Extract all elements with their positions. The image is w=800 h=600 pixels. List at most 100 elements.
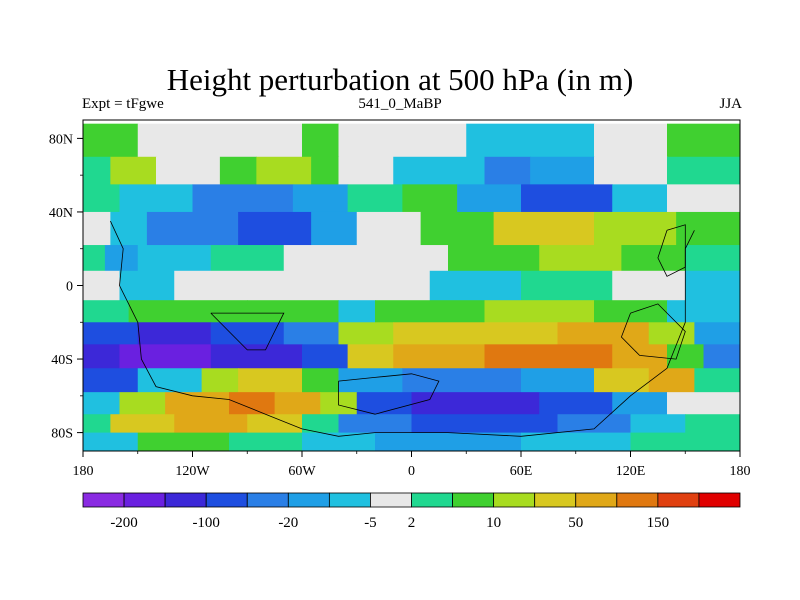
heatmap-cell [676, 211, 740, 246]
colorbar-swatch [328, 492, 371, 508]
x-tick-label: 60E [510, 464, 533, 479]
heatmap-cell [457, 184, 522, 213]
colorbar-label: 50 [568, 515, 583, 531]
heatmap-cell [685, 414, 740, 434]
heatmap-cell [83, 211, 111, 246]
coastlines [110, 220, 695, 437]
heatmap-cell [83, 368, 139, 393]
heatmap-cell [292, 184, 349, 213]
heatmap-cell [137, 432, 230, 451]
heatmap-cell [411, 414, 559, 434]
colorbar: -200 -100 -20 -5 2 10 50 150 [82, 492, 741, 531]
y-tick-label: 80S [51, 427, 73, 442]
heatmap-cell [375, 300, 486, 323]
heatmap-cell [83, 123, 139, 158]
heatmap-cell [402, 368, 522, 393]
heatmap-cell [521, 270, 613, 301]
heatmap-cell [201, 368, 239, 393]
heatmap-cell [539, 245, 622, 272]
heatmap-cell [83, 392, 121, 415]
heatmap-cell [685, 245, 740, 272]
heatmap-cell [302, 123, 340, 158]
heatmap-cell [247, 300, 340, 323]
x-tick-label: 120W [175, 464, 210, 479]
heatmap-cell [338, 322, 394, 345]
heatmap-cell [667, 184, 740, 213]
heatmap-cell [110, 414, 175, 434]
heatmap-cell [210, 344, 303, 369]
heatmap-cell [557, 322, 650, 345]
heatmap-cell [594, 300, 668, 323]
colorbar-swatch [411, 492, 453, 508]
heatmap-cell [338, 368, 403, 393]
heatmap-cell [174, 414, 248, 434]
colorbar-swatch [698, 492, 741, 508]
heatmap-cell [612, 270, 686, 301]
heatmap-cell [594, 368, 650, 393]
colorbar-label: -5 [364, 515, 377, 531]
heatmap-cell [594, 211, 677, 246]
heatmap-cell [156, 156, 221, 185]
heatmap-cell [238, 368, 303, 393]
heatmap-cell [302, 270, 431, 301]
heatmap-cell [338, 156, 394, 185]
colorbar-label: 2 [408, 515, 416, 531]
coastline-path [620, 303, 686, 360]
y-tick-label: 40S [51, 353, 73, 368]
chart-title: Height perturbation at 500 hPa (in m) [166, 62, 634, 97]
colorbar-swatch [82, 492, 125, 508]
heatmap-cell [685, 270, 740, 301]
heatmap-cell [119, 392, 166, 415]
heatmap-cell [420, 211, 495, 246]
heatmap-cell [621, 245, 686, 272]
heatmap-cell [667, 300, 740, 323]
heatmap-cell [393, 322, 559, 345]
heatmap-cell [83, 300, 130, 323]
heatmap-cell [667, 123, 740, 158]
heatmap-cell [648, 322, 695, 345]
heatmap-cell [557, 414, 632, 434]
heatmap-cell [229, 392, 276, 415]
heatmap-cell [484, 156, 531, 185]
experiment-label: Expt = tFgwe [82, 96, 164, 112]
heatmap-cell [448, 245, 540, 272]
heatmap-cell [192, 184, 294, 213]
coastline-path [657, 224, 686, 277]
y-axis: 80N 40N 0 40S 80S [49, 132, 83, 442]
heatmap-cell [694, 368, 740, 393]
colorbar-swatch [205, 492, 248, 508]
colorbar-swatch [287, 492, 330, 508]
heatmap-cell [667, 156, 740, 185]
colorbar-swatch [164, 492, 207, 508]
heatmap-cell [539, 392, 613, 415]
heatmap-cell [530, 156, 595, 185]
x-tick-label: 180 [73, 464, 94, 479]
heatmap-cell [630, 432, 740, 451]
heatmap-cell [703, 344, 740, 369]
colorbar-swatch [123, 492, 166, 508]
heatmap-cell [493, 211, 595, 246]
heatmap-cell [110, 211, 148, 246]
heatmap-cell [174, 270, 303, 301]
heatmap-cell [137, 368, 203, 393]
heatmap-cell [594, 123, 668, 158]
heatmap-cell [311, 211, 358, 246]
heatmap-cell [210, 322, 285, 345]
colorbar-label: 150 [647, 515, 670, 531]
heatmap-cell [484, 300, 595, 323]
heatmap-cell [83, 414, 111, 434]
heatmap-cell [429, 270, 522, 301]
heatmap-cell [146, 211, 239, 246]
heatmap-cell [302, 414, 340, 434]
heatmap-cell [466, 123, 595, 158]
x-tick-label: 180 [730, 464, 751, 479]
heatmap-cell [612, 184, 668, 213]
colorbar-swatch [493, 492, 536, 508]
heatmap-cell [137, 245, 212, 272]
heatmap-field [83, 123, 740, 451]
heatmap-cell [83, 245, 106, 272]
colorbar-swatch [657, 492, 700, 508]
y-tick-label: 0 [66, 280, 73, 295]
heatmap-cell [521, 368, 595, 393]
